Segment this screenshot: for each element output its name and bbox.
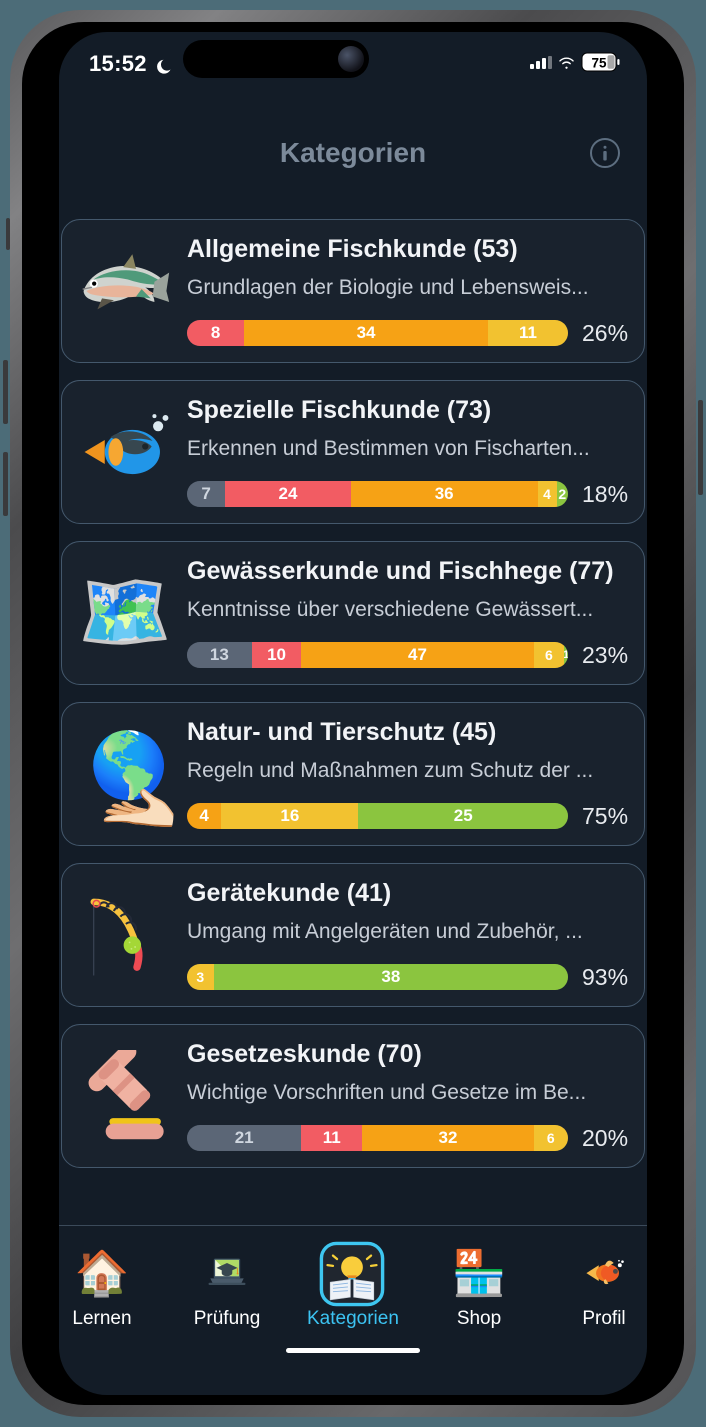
svg-text:75: 75 <box>591 55 607 70</box>
